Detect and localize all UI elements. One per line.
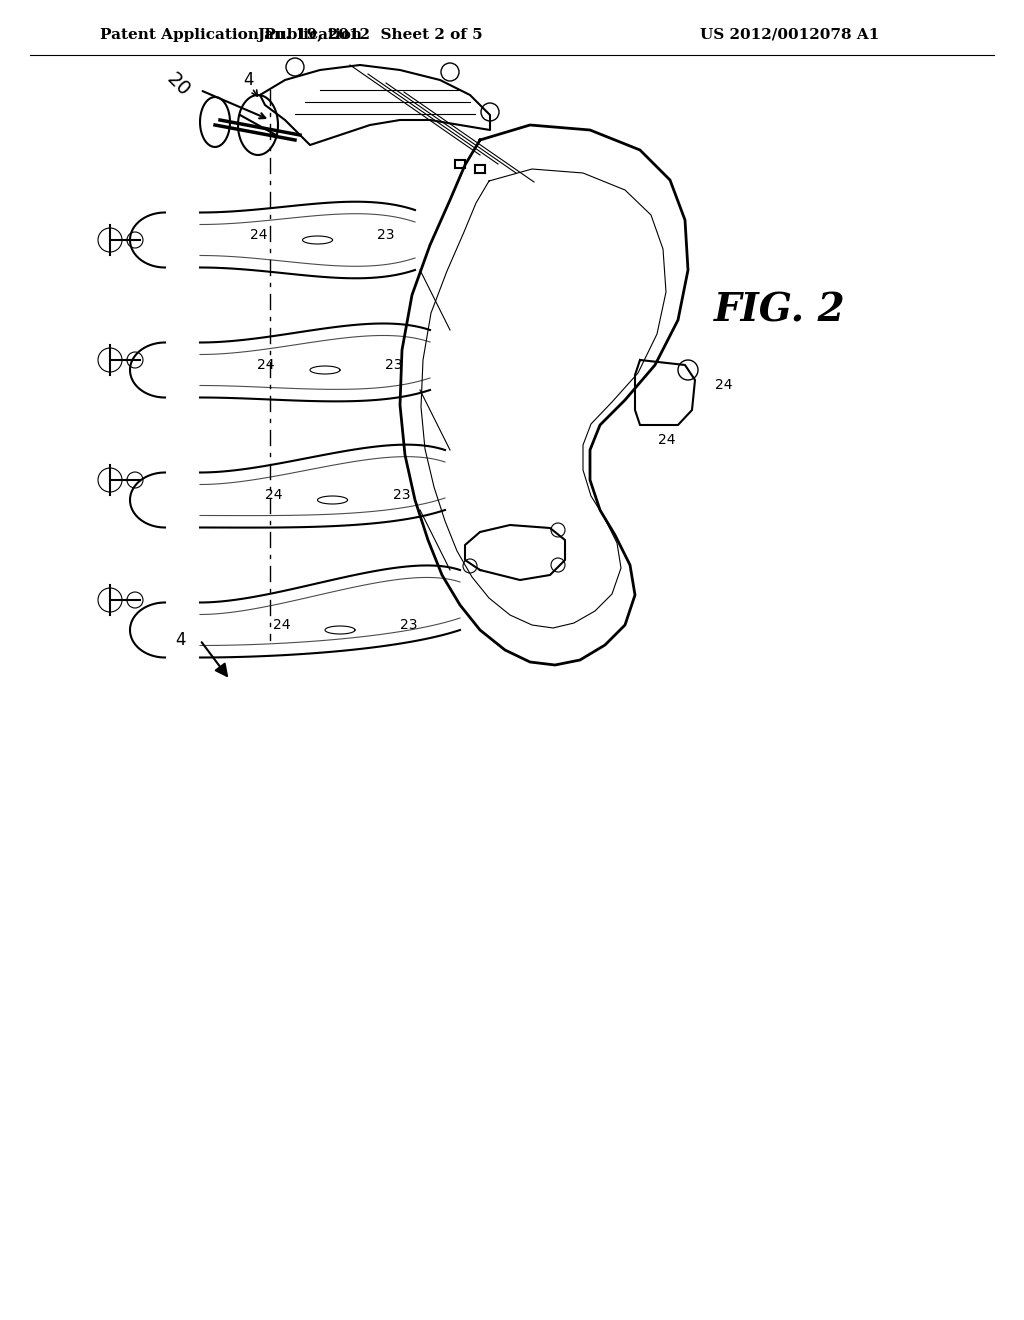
Text: Patent Application Publication: Patent Application Publication [100,28,362,42]
Text: 20: 20 [163,70,194,100]
Text: Jan. 19, 2012  Sheet 2 of 5: Jan. 19, 2012 Sheet 2 of 5 [257,28,482,42]
Text: 24: 24 [658,433,676,447]
Text: 24: 24 [715,378,732,392]
Text: 23: 23 [392,488,410,502]
Text: 24: 24 [250,228,267,242]
Text: US 2012/0012078 A1: US 2012/0012078 A1 [700,28,880,42]
Text: 4: 4 [243,71,253,88]
Text: FIG. 2: FIG. 2 [714,290,846,329]
Text: 23: 23 [378,228,395,242]
Text: 23: 23 [385,358,402,372]
Text: 24: 24 [257,358,275,372]
Text: 4: 4 [175,631,186,649]
Text: 24: 24 [272,618,290,632]
Text: 24: 24 [265,488,283,502]
Text: 23: 23 [400,618,418,632]
